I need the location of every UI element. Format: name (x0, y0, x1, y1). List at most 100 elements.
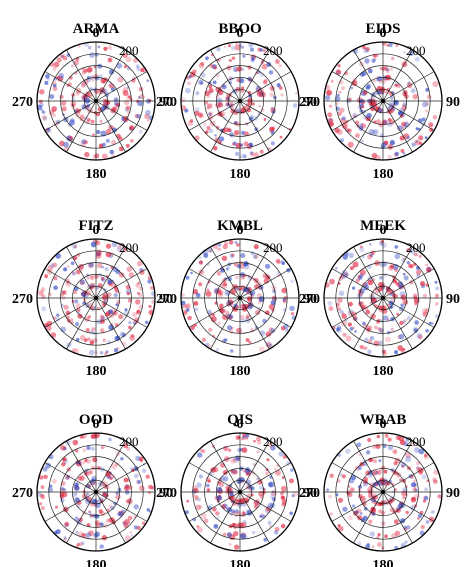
scatter-point (53, 61, 60, 68)
scatter-point (382, 75, 388, 81)
axis-label-bottom: 180 (86, 558, 107, 567)
scatter-point (326, 89, 333, 96)
scatter-point (204, 100, 209, 105)
scatter-point (90, 241, 97, 248)
scatter-point (253, 254, 258, 259)
scatter-point (253, 439, 256, 443)
scatter-point (86, 118, 91, 122)
scatter-point (110, 505, 115, 511)
scatter-point (350, 86, 354, 90)
scatter-point (412, 93, 419, 100)
scatter-point (281, 476, 285, 480)
scatter-point (105, 350, 109, 354)
grid-spoke (188, 100, 241, 131)
scatter-point (105, 138, 110, 143)
scatter-point (138, 96, 141, 99)
scatter-point (38, 99, 43, 104)
scatter-point (228, 543, 232, 546)
scatter-point (79, 280, 85, 286)
scatter-point (76, 544, 80, 548)
scatter-point (395, 281, 399, 285)
scatter-point (280, 485, 287, 492)
scatter-point (253, 254, 259, 260)
scatter-point (73, 245, 77, 249)
scatter-point (136, 310, 141, 315)
scatter-point (368, 129, 375, 135)
scatter-point (90, 119, 95, 124)
scatter-point (97, 63, 103, 69)
grid-spoke (95, 462, 148, 493)
grid-spoke (239, 246, 270, 299)
scatter-point (84, 471, 90, 477)
scatter-point (231, 56, 236, 60)
scatter-point (118, 146, 124, 152)
scatter-point (87, 262, 94, 269)
scatter-point (337, 497, 344, 503)
grid-spoke (382, 297, 435, 328)
scatter-point (422, 293, 428, 298)
scatter-point (236, 243, 240, 247)
scatter-point (92, 433, 98, 439)
scatter-point (242, 54, 246, 58)
scatter-point (339, 309, 344, 314)
scatter-point (377, 327, 382, 331)
scatter-point (276, 271, 280, 275)
scatter-point (280, 523, 286, 529)
scatter-point (350, 487, 355, 492)
scatter-point (47, 265, 54, 271)
grid-spoke (239, 297, 270, 350)
scatter-point (383, 273, 388, 277)
scatter-point (357, 275, 361, 278)
scatter-point (257, 301, 261, 305)
scatter-point (416, 461, 420, 466)
scatter-point (234, 275, 239, 280)
scatter-point (431, 322, 434, 325)
scatter-point (44, 80, 49, 85)
panel-title: ARMA (73, 21, 120, 37)
scatter-point (80, 83, 86, 88)
grid-spoke (239, 71, 292, 102)
scatter-point (89, 340, 95, 345)
scatter-point (403, 525, 407, 529)
panel-title: OOD (79, 412, 113, 428)
scatter-point (124, 519, 130, 525)
scatter-point (148, 304, 152, 309)
scatter-point (61, 491, 68, 498)
scatter-point (64, 474, 71, 481)
scatter-point (102, 98, 107, 103)
grid-spoke (44, 462, 97, 493)
scatter-point (292, 491, 298, 497)
scatter-point (376, 470, 382, 475)
scatter-point (115, 335, 121, 340)
scatter-point (269, 92, 275, 98)
panel-title: EIDS (365, 21, 400, 37)
scatter-point (133, 319, 139, 325)
scatter-point (256, 439, 262, 445)
grid-spoke (210, 246, 241, 299)
scatter-point (362, 346, 367, 351)
scatter-point (262, 318, 267, 324)
scatter-point (96, 129, 101, 135)
scatter-point (129, 531, 133, 535)
scatter-point (111, 139, 117, 145)
scatter-point (232, 522, 236, 526)
scatter-point (115, 269, 121, 274)
axis-label-top: 0 (237, 417, 244, 432)
scatter-point (367, 437, 372, 443)
scatter-point (241, 68, 245, 71)
scatter-point (71, 492, 77, 498)
scatter-point (250, 151, 255, 157)
scatter-point (258, 104, 262, 108)
scatter-point (341, 86, 345, 90)
scatter-point (341, 320, 348, 327)
scatter-point (145, 474, 150, 479)
scatter-point (264, 310, 270, 315)
scatter-point (396, 83, 401, 88)
scatter-point (123, 477, 129, 483)
scatter-point (85, 328, 90, 333)
scatter-point (41, 306, 47, 312)
grid-spoke (382, 297, 413, 350)
scatter-point (46, 325, 52, 331)
